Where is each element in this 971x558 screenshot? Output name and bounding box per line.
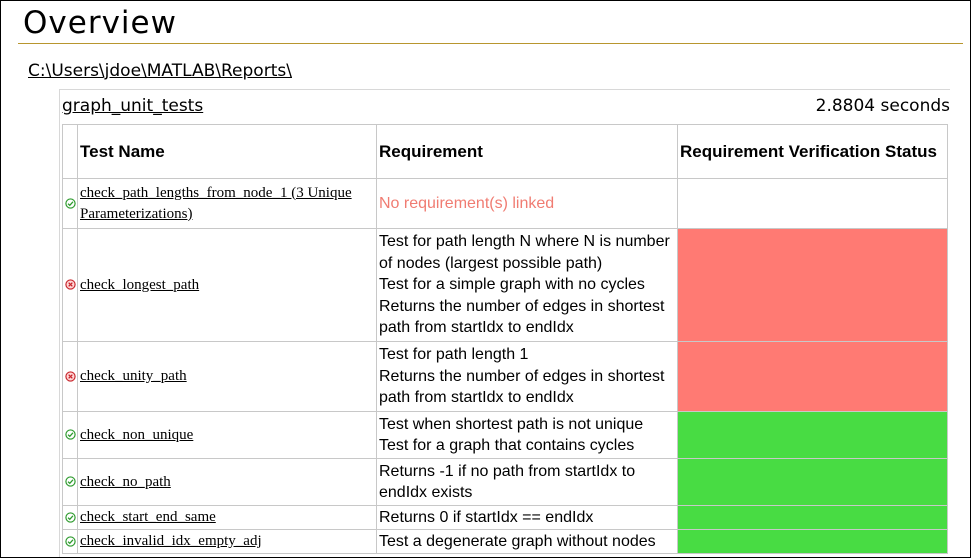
test-name-cell: check_no_path [77,458,377,506]
suite-duration: 2.8804 seconds [815,96,950,116]
results-body: check_path_lengths_from_node_1 (3 Unique… [62,178,948,554]
header-requirement: Requirement [376,124,678,179]
test-name-link[interactable]: check_no_path [80,473,171,490]
test-name-link[interactable]: check_path_lengths_from_node_1 (3 Unique… [80,184,352,222]
requirement-text: Returns -1 if no path from startIdx to e… [379,462,636,502]
check-circle-icon [64,536,76,547]
result-icon-cell [62,529,78,554]
table-header-row: Test Name Requirement Requirement Verifi… [62,124,948,179]
page-title: Overview [23,5,177,41]
results-table: Test Name Requirement Requirement Verifi… [62,124,948,554]
result-icon-cell [62,411,78,459]
test-name-cell: check_invalid_idx_empty_adj [77,529,377,554]
table-row: check_invalid_idx_empty_adj Test a degene… [62,529,948,554]
table-row: check_path_lengths_from_node_1 (3 Unique… [62,178,948,229]
test-name-link[interactable]: check_invalid_idx_empty_adj [80,533,262,549]
report-path-link[interactable]: C:\Users\jdoe\MATLAB\Reports\ [28,61,292,81]
table-row: check_no_path Returns -1 if no path from … [62,458,948,506]
requirement-text: Test for a graph that contains cycles [379,437,635,454]
test-name-link[interactable]: check_start_end_same [80,509,216,525]
check-circle-icon [64,476,76,487]
result-icon-cell [62,341,78,412]
check-circle-icon [64,512,76,523]
verification-status-cell [677,228,948,342]
requirement-text: Test for a simple graph with no cycles [379,276,645,294]
header-test-name: Test Name [77,124,377,179]
verification-status-cell [677,458,948,506]
requirement-text: Test a degenerate graph without nodes [379,532,656,550]
requirement-text: Returns the number of edges in shortest … [379,367,665,407]
title-divider [18,43,963,44]
result-icon-cell [62,458,78,506]
test-name-link[interactable]: check_longest_path [80,276,200,293]
check-circle-icon [64,198,76,209]
table-row: check_start_end_same Returns 0 if startId… [62,505,948,530]
result-icon-cell [62,228,78,342]
test-name-cell: check_path_lengths_from_node_1 (3 Unique… [77,178,377,229]
header-verification-status: Requirement Verification Status [677,124,948,179]
table-row: check_unity_path Test for path length 1 Re… [62,341,948,412]
verification-status-cell [677,505,948,530]
requirement-cell: Test a degenerate graph without nodes [376,529,678,554]
requirement-text: Test for path length 1 [379,346,529,364]
x-circle-icon [64,279,76,290]
test-name-cell: check_longest_path [77,228,377,342]
result-icon-cell [62,178,78,229]
requirement-cell: Test when shortest path is not unique Tes… [376,411,678,459]
verification-status-cell [677,529,948,554]
requirement-cell: No requirement(s) linked [376,178,678,229]
test-suite-panel: graph_unit_tests 2.8804 seconds Test Nam… [59,89,950,557]
check-circle-icon [64,429,76,440]
verification-status-cell [677,178,948,229]
requirement-text: Returns the number of edges in shortest … [379,297,665,337]
verification-status-cell [677,341,948,412]
test-name-cell: check_non_unique [77,411,377,459]
test-name-cell: check_start_end_same [77,505,377,530]
test-name-link[interactable]: check_unity_path [80,368,187,384]
table-row: check_longest_path Test for path length N… [62,228,948,342]
test-name-link[interactable]: check_non_unique [80,426,194,443]
requirement-cell: Returns 0 if startIdx == endIdx [376,505,678,530]
requirement-cell: Test for path length 1 Returns the number… [376,341,678,412]
no-requirement-text: No requirement(s) linked [379,194,555,212]
test-name-cell: check_unity_path [77,341,377,412]
table-row: check_non_unique Test when shortest path … [62,411,948,459]
result-icon-cell [62,505,78,530]
requirement-cell: Test for path length N where N is number… [376,228,678,342]
header-icon-cell [62,124,78,179]
requirement-text: Test for path length N where N is number… [379,233,670,272]
requirement-text: Returns 0 if startIdx == endIdx [379,508,594,526]
requirement-text: Test when shortest path is not unique [379,415,644,433]
requirement-cell: Returns -1 if no path from startIdx to e… [376,458,678,506]
x-circle-icon [64,371,76,382]
verification-status-cell [677,411,948,459]
suite-name-link[interactable]: graph_unit_tests [62,96,204,116]
